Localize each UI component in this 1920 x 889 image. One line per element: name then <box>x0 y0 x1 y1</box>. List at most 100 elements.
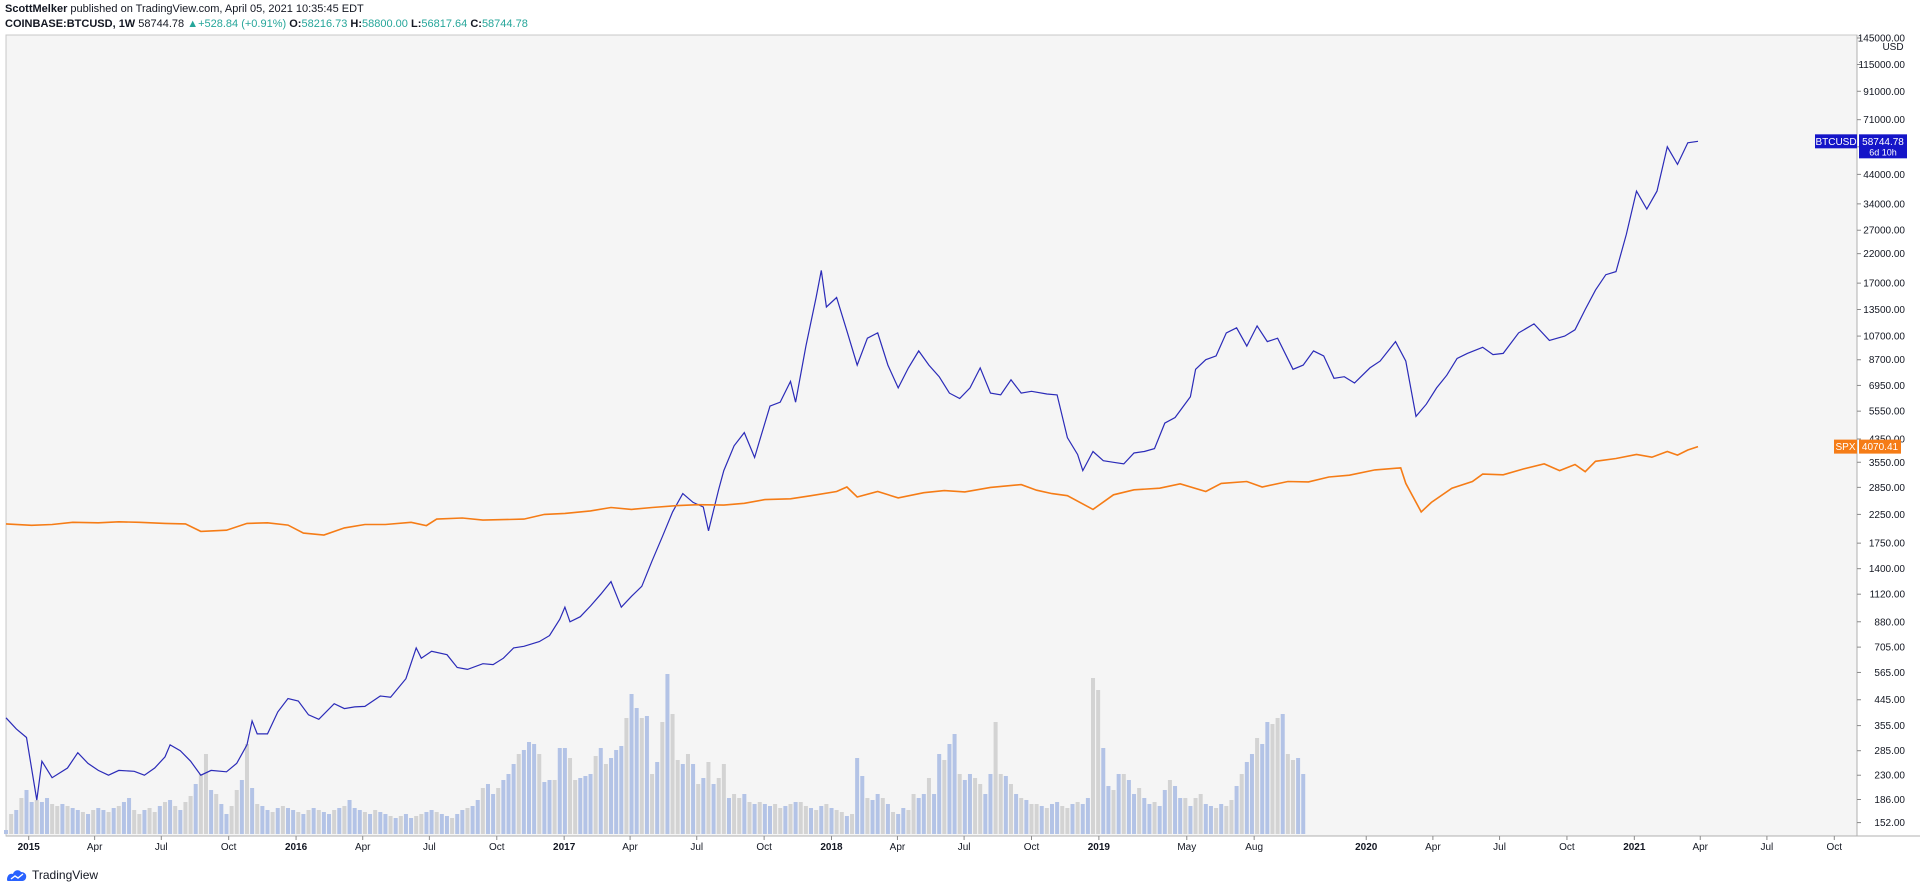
volume-bar <box>1157 806 1162 834</box>
volume-bar <box>1265 722 1270 834</box>
price-tick-label: 186.00 <box>1874 795 1905 806</box>
price-tick-label: 230.00 <box>1874 771 1905 782</box>
volume-bar <box>742 794 747 834</box>
high-value: 58800.00 <box>362 18 408 30</box>
volume-bar <box>265 810 270 834</box>
time-tick-label: Apr <box>87 842 103 853</box>
volume-bar <box>639 718 644 834</box>
volume-bar <box>157 806 162 834</box>
volume-bar <box>557 748 562 834</box>
volume-bar <box>547 780 552 834</box>
time-tick-label: Jul <box>958 842 971 853</box>
price-axis[interactable] <box>1857 35 1920 836</box>
series-line-spx[interactable] <box>5 445 1699 536</box>
volume-bar <box>296 812 301 834</box>
volume-bar <box>214 794 219 834</box>
volume-bar <box>321 812 326 834</box>
volume-bar <box>193 784 198 834</box>
volume-bar <box>429 810 434 834</box>
volume-bar <box>424 812 429 834</box>
volume-bar <box>773 804 778 834</box>
volume-bar <box>1162 790 1167 834</box>
volume-bar <box>1008 784 1013 834</box>
price-tick-label: 8700.00 <box>1869 355 1906 366</box>
volume-bar <box>532 744 537 834</box>
volume-bar <box>86 814 91 834</box>
up-arrow-icon: ▲ <box>187 18 199 30</box>
volume-bar <box>224 814 229 834</box>
volume-bar <box>439 814 444 834</box>
volume-bar <box>1270 724 1275 834</box>
volume-bar <box>1249 754 1254 834</box>
volume-bar <box>1188 806 1193 834</box>
time-tick-label: Jul <box>155 842 168 853</box>
volume-bar <box>962 780 967 834</box>
volume-bar <box>568 758 573 834</box>
volume-bar <box>670 714 675 834</box>
volume-bar <box>234 790 239 834</box>
volume-bar <box>368 814 373 834</box>
price-axis-ticks: 145000.00115000.0091000.0071000.0056000.… <box>1857 34 1906 829</box>
time-axis-ticks: 2015 Apr Jul Oct 2016 Apr Jul Oct 2017 Apr Jul Oct 2… <box>18 836 1842 853</box>
volume-bar <box>414 816 419 834</box>
low-value: 56817.64 <box>421 18 468 30</box>
volume-bar <box>757 802 762 834</box>
plot-area[interactable] <box>5 34 1858 837</box>
volume-bar <box>747 802 752 834</box>
close-label: C: <box>470 18 482 30</box>
volume-bar <box>70 808 75 834</box>
volume-bar <box>696 784 701 834</box>
volume-bar <box>583 776 588 834</box>
volume-bar <box>803 806 808 834</box>
volume-bar <box>1255 738 1260 834</box>
series-line-btcusd[interactable] <box>5 140 1699 801</box>
volume-bar <box>1239 774 1244 834</box>
volume-bar <box>1034 804 1039 834</box>
volume-bar <box>921 794 926 834</box>
time-tick-label: Oct <box>489 842 505 853</box>
time-tick-label: Oct <box>756 842 772 853</box>
volume-bar <box>726 798 731 834</box>
author-name[interactable]: ScottMelker <box>5 3 68 15</box>
volume-bar <box>680 764 685 834</box>
volume-bar <box>788 804 793 834</box>
volume-bar <box>988 774 993 834</box>
volume-bar <box>419 814 424 834</box>
volume-bar <box>911 794 916 834</box>
volume-bar <box>342 806 347 834</box>
volume-bar <box>337 808 342 834</box>
volume-bar <box>1060 806 1065 834</box>
time-tick-label: May <box>1177 842 1196 853</box>
volume-bar <box>162 802 167 834</box>
tradingview-brand: TradingView <box>32 868 99 882</box>
volume-bar <box>1193 798 1198 834</box>
close-value: 58744.78 <box>481 18 528 30</box>
volume-bar <box>1049 804 1054 834</box>
price-tick-label: 34000.00 <box>1863 199 1905 210</box>
interval-label[interactable]: 1W <box>118 18 136 30</box>
volume-bar <box>998 774 1003 834</box>
price-axis-unit: USD <box>1882 42 1903 53</box>
symbol-label[interactable]: COINBASE:BTCUSD <box>5 18 113 30</box>
time-tick-label: Oct <box>1559 842 1575 853</box>
tradingview-footer[interactable]: TradingView <box>6 868 98 882</box>
volume-bar <box>219 804 224 834</box>
volume-bar <box>91 810 96 834</box>
volume-bar <box>275 808 280 834</box>
btc-name-badge-label: BTCUSD <box>1815 137 1856 148</box>
volume-bar <box>1178 798 1183 834</box>
volume-bar <box>316 810 321 834</box>
volume-bar <box>542 782 547 834</box>
time-tick-label: 2016 <box>285 842 308 853</box>
volume-bar <box>1039 806 1044 834</box>
volume-bar <box>691 764 696 834</box>
volume-bars <box>4 674 1306 834</box>
volume-bar <box>516 754 521 834</box>
volume-bar <box>101 810 106 834</box>
volume-bar <box>947 744 952 834</box>
volume-bar <box>137 814 142 834</box>
volume-bar <box>762 804 767 834</box>
published-text: published on TradingView.com, April 05, … <box>70 3 364 15</box>
volume-bar <box>839 812 844 834</box>
